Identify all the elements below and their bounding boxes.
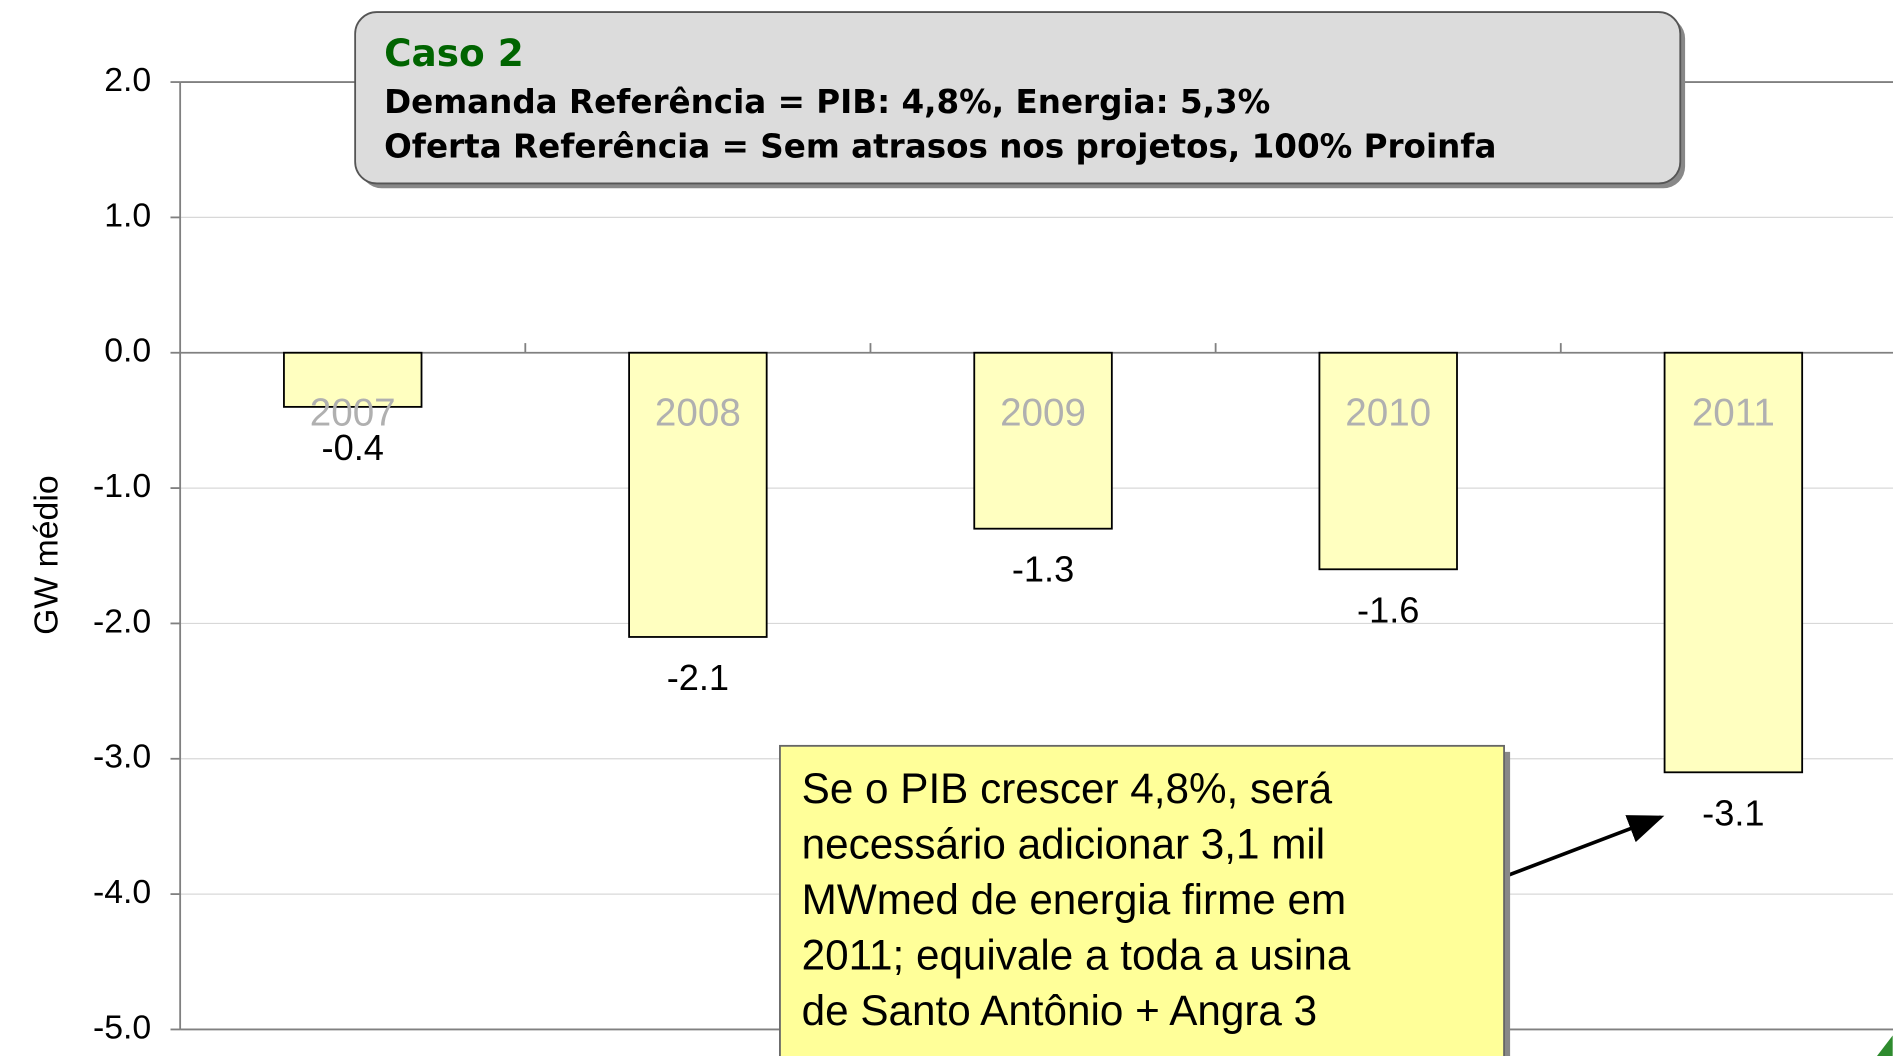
y-tick-label: -5.0	[93, 1008, 151, 1046]
note: Se o PIB crescer 4,8%, será necessário ad…	[802, 765, 1351, 1034]
note-line: de Santo Antônio + Angra 3	[802, 987, 1317, 1034]
data-label: -2.1	[667, 657, 729, 698]
y-tick-label: -3.0	[93, 738, 151, 776]
note-line: MWmed de energia firme em	[802, 876, 1347, 923]
y-axis-label: GW médio	[28, 475, 66, 635]
header-line: Demanda Referência = PIB: 4,8%, Energia:…	[384, 83, 1270, 121]
y-tick-label: 1.0	[104, 196, 151, 234]
y-tick-label: -2.0	[93, 602, 151, 640]
x-tick-label: 2010	[1345, 392, 1431, 435]
y-tick-label: 2.0	[104, 61, 151, 99]
corner-decoration	[1876, 1035, 1893, 1056]
bar	[1663, 351, 1804, 774]
note-line: 2011; equivale a toda a usina	[802, 931, 1351, 978]
header-box	[354, 11, 1682, 185]
x-tick-label: 2008	[655, 392, 741, 435]
x-tick-label: 2011	[1692, 392, 1775, 435]
data-label: -1.3	[1012, 549, 1074, 590]
bar	[973, 351, 1113, 530]
plot: 2.0 1.0 0.0 -1.0 -2.0 -3.0 -4.0 -5.0 2007-0.4 200…	[93, 61, 1893, 1046]
note-box	[779, 744, 1505, 1056]
note-line: necessário adicionar 3,1 mil	[802, 820, 1325, 867]
data-label: -1.6	[1357, 589, 1419, 630]
note-line: Se o PIB crescer 4,8%, será	[802, 765, 1333, 812]
bar	[628, 351, 768, 638]
x-tick-label: 2009	[1000, 392, 1086, 435]
header-line: Oferta Referência = Sem atrasos nos proj…	[384, 127, 1496, 165]
bar	[283, 351, 423, 408]
y-tick-label: -4.0	[93, 873, 151, 911]
bar	[1318, 351, 1458, 571]
arrow	[1508, 815, 1665, 877]
data-label: -3.1	[1702, 792, 1764, 833]
y-tick-label: 0.0	[104, 332, 151, 370]
data-label: -0.4	[322, 427, 384, 468]
header-title: Caso 2	[384, 31, 524, 75]
y-tick-label: -1.0	[93, 467, 151, 505]
x-tick-label: 2007	[310, 392, 396, 435]
